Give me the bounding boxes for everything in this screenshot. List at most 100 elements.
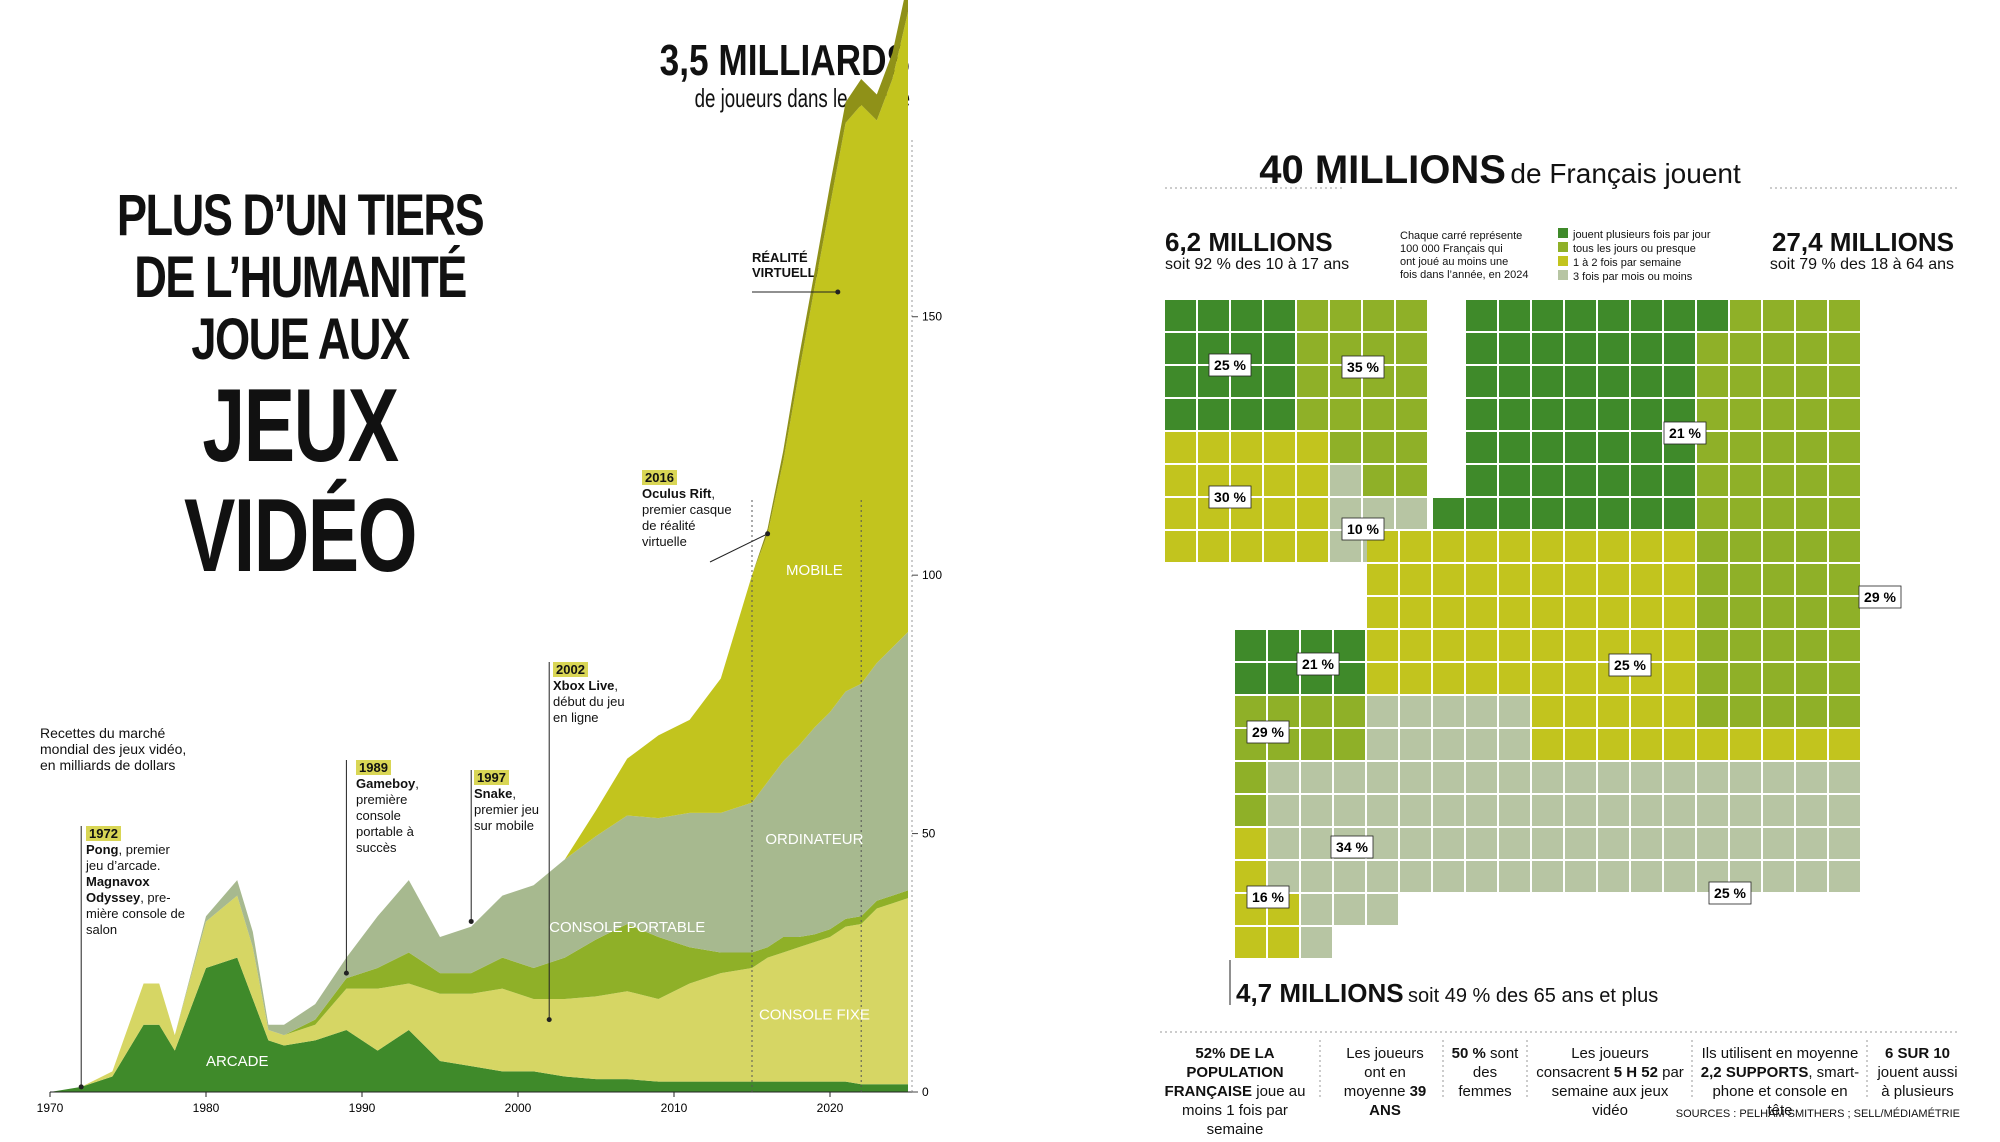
- group-2-square: [1631, 366, 1662, 397]
- group-3-square: [1268, 762, 1299, 793]
- group-2-square: [1565, 630, 1596, 661]
- group-2-square: [1466, 762, 1497, 793]
- legend-swatch: [1558, 256, 1568, 266]
- percent-label: 34 %: [1336, 839, 1368, 855]
- group-2-square: [1565, 663, 1596, 694]
- group-2-square: [1730, 630, 1761, 661]
- group-2-square: [1796, 366, 1827, 397]
- group-2-square: [1499, 630, 1530, 661]
- group-2-square: [1433, 861, 1464, 892]
- group-2-square: [1796, 861, 1827, 892]
- group-2-square: [1433, 498, 1464, 529]
- group-1-square: [1264, 531, 1295, 562]
- group-2-square: [1697, 564, 1728, 595]
- group-2-square: [1400, 729, 1431, 760]
- group-3-square: [1235, 795, 1266, 826]
- group-3-square: [1334, 795, 1365, 826]
- x-tick-label: 1980: [193, 1101, 220, 1115]
- group-1-square: [1165, 366, 1196, 397]
- group-2-square: [1664, 630, 1695, 661]
- group-2-square: [1433, 663, 1464, 694]
- group-2-square: [1499, 597, 1530, 628]
- area-label: MOBILE: [786, 562, 843, 579]
- group-2-square: [1697, 762, 1728, 793]
- group-2-square: [1829, 696, 1860, 727]
- group-2-square: [1763, 531, 1794, 562]
- group-2-square: [1697, 333, 1728, 364]
- group-2-square: [1796, 564, 1827, 595]
- group-1-square: [1198, 531, 1229, 562]
- legend: jouent plusieurs fois par jour tous les …: [1558, 228, 1711, 284]
- vr-label: RÉALITÉ VIRTUELLE: [752, 250, 825, 280]
- group-2-big: 27,4 MILLIONS: [1771, 227, 1954, 257]
- group-2-square: [1433, 696, 1464, 727]
- group-3-sub: soit 49 % des 65 ans et plus: [1408, 985, 1659, 1007]
- group-2-square: [1466, 597, 1497, 628]
- group-2-square: [1763, 399, 1794, 430]
- group-1-header: 6,2 MILLIONS soit 92 % des 10 à 17 ans: [1165, 228, 1349, 274]
- right-title-sub: de Français jouent: [1510, 158, 1741, 189]
- group-2-square: [1400, 597, 1431, 628]
- stat-time: Les joueurs consacrent 5 H 52 par semain…: [1535, 1044, 1685, 1120]
- percent-label-box: [1858, 585, 1902, 609]
- group-2-square: [1532, 564, 1563, 595]
- group-2-square: [1664, 663, 1695, 694]
- group-2-square: [1763, 597, 1794, 628]
- group-1-square: [1396, 333, 1427, 364]
- group-2-square: [1598, 465, 1629, 496]
- group-2-square: [1598, 333, 1629, 364]
- group-2-square: [1796, 729, 1827, 760]
- group-2-square: [1829, 762, 1860, 793]
- axis-caption: Recettes du marché mondial des jeux vidé…: [40, 725, 187, 773]
- group-2-square: [1499, 366, 1530, 397]
- group-1-square: [1363, 399, 1394, 430]
- group-2-square: [1532, 795, 1563, 826]
- annotation-dot: [78, 1084, 84, 1090]
- x-tick-label: 2010: [661, 1101, 688, 1115]
- group-2-square: [1829, 630, 1860, 661]
- group-2-square: [1433, 531, 1464, 562]
- group-2-square: [1598, 795, 1629, 826]
- group-2-square: [1499, 795, 1530, 826]
- group-1-square: [1396, 366, 1427, 397]
- group-2-square: [1598, 861, 1629, 892]
- group-2-square: [1532, 498, 1563, 529]
- percent-label-box: [1708, 881, 1752, 905]
- group-2-square: [1532, 399, 1563, 430]
- group-2-square: [1400, 828, 1431, 859]
- legend-item-monthly: 3 fois par mois ou moins: [1558, 270, 1711, 284]
- group-1-square: [1264, 366, 1295, 397]
- group-2-square: [1829, 729, 1860, 760]
- group-2-square: [1400, 696, 1431, 727]
- group-3-square: [1268, 927, 1299, 958]
- legend-swatch: [1558, 270, 1568, 280]
- group-2-square: [1598, 366, 1629, 397]
- percent-label-box: [1208, 485, 1252, 509]
- legend-item-weekly: 1 à 2 fois par semaine: [1558, 256, 1711, 270]
- group-2-square: [1829, 300, 1860, 331]
- sources: SOURCES : PELHAM SMITHERS ; SELL/MÉDIAMÉ…: [1675, 1108, 1960, 1120]
- group-2-square: [1730, 564, 1761, 595]
- group-1-square: [1231, 531, 1262, 562]
- group-2-square: [1763, 465, 1794, 496]
- group-2-square: [1565, 564, 1596, 595]
- legend-swatch: [1558, 228, 1568, 238]
- group-2-square: [1730, 663, 1761, 694]
- group-1-big: 6,2 MILLIONS: [1165, 227, 1333, 257]
- group-2-square: [1598, 432, 1629, 463]
- group-2-square: [1598, 564, 1629, 595]
- group-2-square: [1499, 465, 1530, 496]
- stat-bold: 6 SUR 10: [1884, 1045, 1951, 1062]
- group-3-square: [1235, 762, 1266, 793]
- annotation-title: Oculus Rift: [642, 486, 712, 501]
- group-2-square: [1532, 663, 1563, 694]
- group-2-square: [1565, 300, 1596, 331]
- group-3-square: [1334, 729, 1365, 760]
- group-2-square: [1367, 564, 1398, 595]
- group-2-square: [1631, 465, 1662, 496]
- group-2-square: [1730, 729, 1761, 760]
- group-2-square: [1631, 762, 1662, 793]
- group-2-square: [1499, 531, 1530, 562]
- group-2-square: [1763, 366, 1794, 397]
- group-2-square: [1598, 531, 1629, 562]
